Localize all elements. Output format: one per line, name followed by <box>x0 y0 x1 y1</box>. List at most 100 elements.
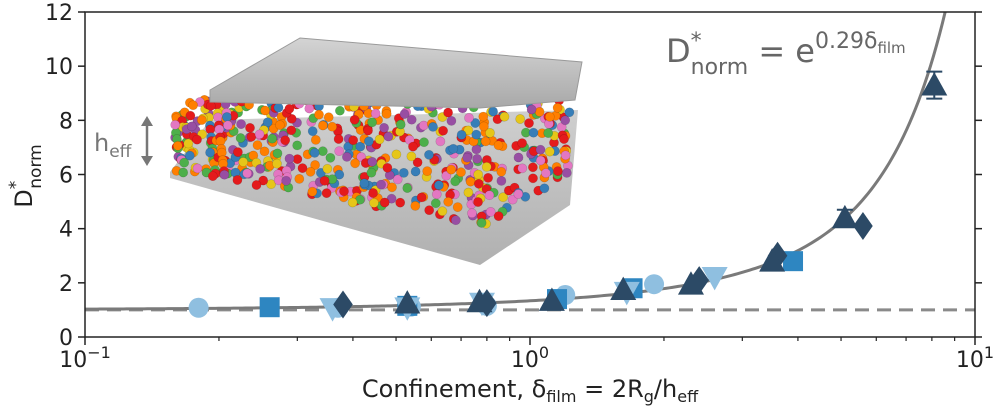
polymer-bead <box>410 200 421 211</box>
polymer-bead <box>305 166 316 177</box>
polymer-bead <box>473 178 484 189</box>
square-marker <box>783 251 804 272</box>
polymer-bead <box>419 137 429 148</box>
polymer-bead <box>251 180 262 190</box>
y-tick-label: 8 <box>59 109 73 134</box>
polymer-bead <box>196 115 207 125</box>
polymer-bead <box>205 147 215 158</box>
polymer-bead <box>395 197 406 208</box>
polymer-bead <box>219 169 230 180</box>
triangle-up-marker <box>921 72 948 96</box>
polymer-bead <box>493 211 504 221</box>
polymer-bead <box>513 189 524 199</box>
polymer-bead <box>443 196 454 207</box>
polymer-bead <box>481 161 492 172</box>
polymer-bead <box>339 186 349 197</box>
polymer-bead <box>535 155 546 166</box>
polymer-bead <box>485 206 496 217</box>
polymer-bead <box>309 147 320 158</box>
circle-marker <box>188 297 209 318</box>
square-marker <box>259 297 280 318</box>
polymer-bead <box>539 183 550 194</box>
polymer-bead <box>424 205 435 216</box>
polymer-bead <box>319 175 330 186</box>
polymer-bead <box>541 168 551 178</box>
polymer-bead <box>281 175 292 186</box>
polymer-bead <box>258 175 269 186</box>
polymer-bead <box>347 197 358 208</box>
polymer-bead <box>535 144 546 155</box>
polymer-bead <box>317 146 328 157</box>
polymer-bead <box>222 120 233 131</box>
polymer-bead <box>307 186 318 197</box>
polymer-bead <box>387 182 397 193</box>
polymer-bead <box>188 100 198 111</box>
y-tick-label: 0 <box>59 326 73 351</box>
polymer-bead <box>314 109 324 120</box>
polymer-bead <box>252 140 263 150</box>
polymer-bead <box>406 114 417 125</box>
polymer-bead <box>483 172 493 183</box>
y-tick-label: 4 <box>59 218 73 243</box>
polymer-bead <box>392 174 403 185</box>
polymer-bead <box>341 151 352 162</box>
polymer-bead <box>334 105 345 116</box>
polymer-bead <box>472 153 482 164</box>
polymer-bead <box>410 166 421 177</box>
polymer-bead <box>294 173 305 184</box>
polymer-bead <box>369 197 379 208</box>
polymer-bead <box>178 167 189 178</box>
polymer-bead <box>526 104 537 115</box>
polymer-bead <box>513 152 524 163</box>
x-tick-label: 10−1 <box>59 343 111 373</box>
polymer-bead <box>561 167 572 178</box>
polymer-bead <box>418 120 429 131</box>
polymer-bead <box>398 167 409 178</box>
polymer-bead <box>422 166 433 176</box>
polymer-bead <box>186 121 197 132</box>
polymer-bead <box>456 129 467 140</box>
polymer-bead <box>284 103 295 114</box>
polymer-bead <box>236 119 246 129</box>
y-axis-title: D*norm <box>6 144 46 207</box>
polymer-bead <box>446 164 457 175</box>
eq-equals: = e <box>748 32 815 70</box>
heff-arrow-head-top <box>141 116 153 126</box>
y-tick-label: 12 <box>45 1 73 26</box>
polymer-bead <box>464 113 474 123</box>
polymer-bead <box>370 108 381 119</box>
polymer-bead <box>262 117 273 128</box>
polymer-bead <box>465 176 476 187</box>
diamond-marker <box>333 290 353 319</box>
fit-curve <box>84 11 947 311</box>
polymer-bead <box>517 138 527 148</box>
polymer-bead <box>496 175 507 186</box>
polymer-bead <box>456 167 466 178</box>
polymer-bead <box>443 107 453 118</box>
polymer-bead <box>560 115 571 126</box>
heff-label-sub: eff <box>109 142 132 162</box>
eq-lhs: D <box>666 32 691 70</box>
polymer-bead <box>463 125 474 136</box>
polymer-bead <box>544 111 555 122</box>
polymer-bead <box>471 129 482 140</box>
ylabel-main: D <box>10 189 38 207</box>
polymer-bead <box>560 150 571 161</box>
polymer-bead <box>544 146 555 157</box>
polymer-bead <box>484 190 495 201</box>
polymer-bead <box>327 121 338 132</box>
polymer-bead <box>478 121 489 132</box>
polymer-bead <box>391 149 402 160</box>
xlabel-prefix: Confinement, δ <box>362 375 546 403</box>
polymer-bead <box>374 134 385 145</box>
polymer-bead <box>245 123 255 133</box>
polymer-bead <box>524 118 534 128</box>
polymer-bead <box>431 189 442 200</box>
polymer-bead <box>559 134 569 144</box>
ylabel-sup: * <box>6 181 26 190</box>
polymer-bead <box>292 140 303 151</box>
polymer-bead <box>179 157 190 168</box>
polymer-bead <box>450 215 461 226</box>
y-tick-label: 2 <box>59 272 73 297</box>
polymer-bead <box>473 169 484 180</box>
